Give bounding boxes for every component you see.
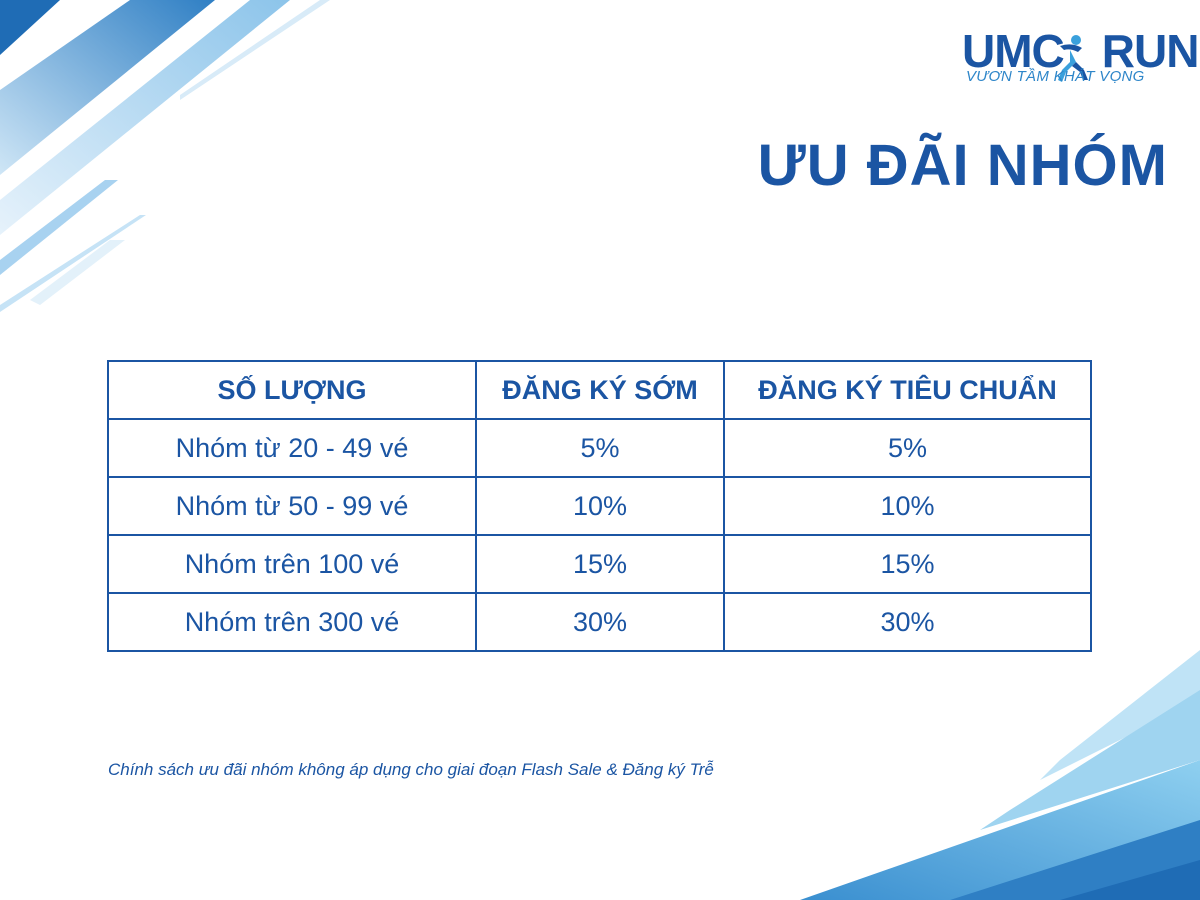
header-early-registration: ĐĂNG KÝ SỚM: [475, 360, 725, 420]
bottom-right-stripes: [800, 650, 1200, 900]
page-title: ƯU ĐÃI NHÓM: [757, 133, 1168, 198]
cell-standard-discount: 10%: [723, 476, 1092, 536]
header-quantity: SỐ LƯỢNG: [107, 360, 477, 420]
cell-quantity: Nhóm từ 20 - 49 vé: [107, 418, 477, 478]
table-row: Nhóm từ 50 - 99 vé 10% 10%: [107, 476, 1092, 536]
top-left-stripes: [0, 0, 330, 312]
cell-standard-discount: 30%: [723, 592, 1092, 652]
logo-text-umc: UMC: [962, 25, 1065, 77]
cell-early-discount: 30%: [475, 592, 725, 652]
table-row: Nhóm trên 300 vé 30% 30%: [107, 592, 1092, 652]
umc-run-logo: UMC RUN VƯƠN TẦM KHÁT VỌNG: [962, 28, 1199, 88]
cell-quantity: Nhóm trên 100 vé: [107, 534, 477, 594]
table-header-row: SỐ LƯỢNG ĐĂNG KÝ SỚM ĐĂNG KÝ TIÊU CHUẨN: [107, 360, 1092, 420]
logo-text-run: RUN: [1101, 25, 1200, 77]
table-row: Nhóm trên 100 vé 15% 15%: [107, 534, 1092, 594]
header-standard-registration: ĐĂNG KÝ TIÊU CHUẨN: [723, 360, 1092, 420]
logo-wordmark: UMC RUN: [962, 25, 1200, 77]
runner-icon: [1058, 35, 1088, 82]
cell-early-discount: 15%: [475, 534, 725, 594]
cell-early-discount: 5%: [475, 418, 725, 478]
cell-quantity: Nhóm từ 50 - 99 vé: [107, 476, 477, 536]
cell-standard-discount: 15%: [723, 534, 1092, 594]
policy-note: Chính sách ưu đãi nhóm không áp dụng cho…: [108, 760, 714, 779]
logo-tagline: VƯƠN TẦM KHÁT VỌNG: [966, 68, 1145, 85]
table-row: Nhóm từ 20 - 49 vé 5% 5%: [107, 418, 1092, 478]
cell-standard-discount: 5%: [723, 418, 1092, 478]
cell-early-discount: 10%: [475, 476, 725, 536]
cell-quantity: Nhóm trên 300 vé: [107, 592, 477, 652]
group-discount-table: SỐ LƯỢNG ĐĂNG KÝ SỚM ĐĂNG KÝ TIÊU CHUẨN …: [107, 360, 1092, 652]
